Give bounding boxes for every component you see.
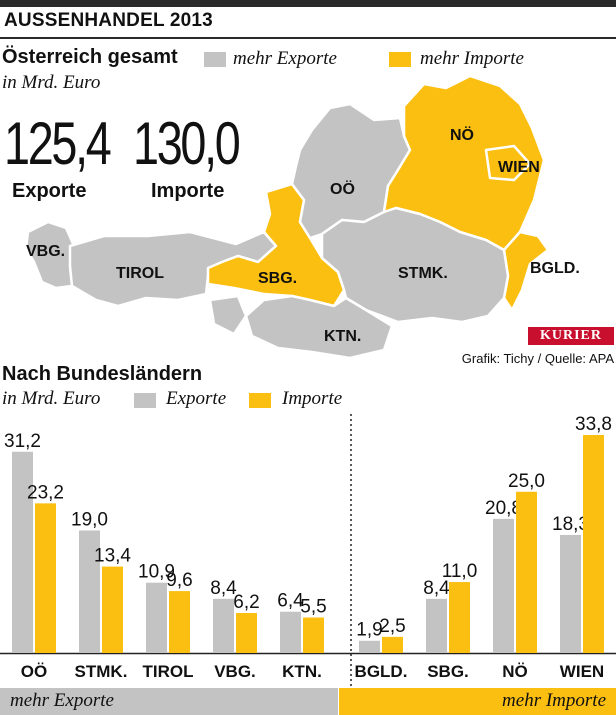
- page-title: AUSSENHANDEL 2013: [4, 10, 213, 31]
- states-unit: in Mrd. Euro: [2, 388, 101, 409]
- map-label-noe: NÖ: [450, 125, 474, 144]
- total-imports-value: 130,0: [133, 110, 241, 177]
- total-exports-value: 125,4: [4, 110, 112, 177]
- source-credit: Grafik: Tichy / Quelle: APA: [461, 351, 614, 366]
- data-label-exports: 20,8: [485, 498, 522, 519]
- total-exports-label: Exporte: [12, 180, 87, 202]
- bar-imports: [303, 617, 324, 653]
- legend-exports-label: mehr Exporte: [233, 48, 337, 69]
- category-label: STMK.: [75, 662, 128, 681]
- map-label-ktn: KTN.: [324, 328, 361, 345]
- total-imports-label: Importe: [151, 180, 225, 202]
- map-label-wien: WIEN: [498, 159, 540, 176]
- bar-exports: [213, 598, 234, 653]
- map-region-ktn: [244, 294, 394, 360]
- bar-exports: [12, 451, 33, 653]
- bar-imports: [516, 491, 537, 653]
- states-legend-imports-label: Importe: [282, 388, 343, 409]
- data-label-imports: 11,0: [442, 561, 478, 582]
- legend-imports-label: mehr Importe: [420, 48, 524, 69]
- category-label: KTN.: [282, 662, 322, 681]
- map-label-tirol: TIROL: [116, 265, 164, 282]
- category-label: BGLD.: [355, 662, 408, 681]
- category-label: TIROL: [143, 662, 194, 681]
- category-label: SBG.: [427, 662, 469, 681]
- overview-title: Österreich gesamt: [2, 46, 178, 68]
- bar-imports: [583, 434, 604, 653]
- map-region-wien: [484, 144, 532, 182]
- data-label-exports: 31,2: [4, 431, 41, 452]
- data-label-imports: 9,6: [166, 570, 192, 591]
- legend-exports-swatch: [204, 52, 226, 67]
- top-bar: [0, 0, 616, 7]
- bar-exports: [493, 518, 514, 653]
- bar-exports: [426, 598, 447, 653]
- data-label-imports: 33,8: [575, 414, 612, 435]
- austria-map: VBG. TIROL SBG. OÖ STMK. KTN. NÖ WIEN BG…: [24, 74, 580, 360]
- footer-exports-label: mehr Exporte: [10, 690, 114, 711]
- map-label-stmk: STMK.: [398, 265, 448, 282]
- bar-exports: [560, 534, 581, 653]
- data-label-imports: 23,2: [27, 482, 64, 503]
- category-label: VBG.: [214, 662, 256, 681]
- bar-exports: [359, 640, 380, 653]
- data-label-imports: 2,5: [379, 616, 405, 637]
- category-label: OÖ: [21, 662, 47, 681]
- map-label-ooe: OÖ: [330, 179, 355, 198]
- data-label-exports: 1,9: [356, 620, 382, 641]
- data-label-imports: 6,2: [233, 592, 259, 613]
- states-legend-imports-swatch: [249, 393, 271, 408]
- map-region-tirol-east: [208, 294, 248, 336]
- states-legend-exports-swatch: [134, 393, 156, 408]
- bar-imports: [102, 566, 123, 653]
- bar-imports: [449, 582, 470, 653]
- data-label-exports: 8,4: [210, 578, 237, 599]
- bar-exports: [146, 582, 167, 653]
- bar-exports: [280, 611, 301, 653]
- legend-imports-swatch: [389, 52, 411, 67]
- data-label-exports: 8,4: [423, 578, 450, 599]
- states-title: Nach Bundesländern: [2, 363, 203, 385]
- category-label: WIEN: [560, 662, 604, 681]
- data-label-imports: 25,0: [508, 471, 545, 492]
- bar-imports: [382, 636, 403, 653]
- data-label-exports: 19,0: [71, 509, 108, 530]
- bar-imports: [169, 591, 190, 653]
- footer-exports-band: [0, 688, 338, 715]
- data-label-exports: 6,4: [277, 591, 304, 612]
- map-label-sbg: SBG.: [258, 270, 297, 287]
- map-label-bgld: BGLD.: [530, 260, 580, 277]
- states-legend-exports-label: Exporte: [166, 388, 227, 409]
- data-label-exports: 18,3: [552, 514, 589, 535]
- title-rule: [0, 37, 616, 39]
- states-bar-chart: 31,223,2OÖ19,013,4STMK.10,99,6TIROL8,46,…: [0, 414, 616, 686]
- footer-imports-band: [339, 688, 616, 715]
- map-label-vbg: VBG.: [26, 243, 65, 260]
- data-label-imports: 5,5: [300, 597, 326, 618]
- bar-imports: [236, 613, 257, 653]
- data-label-imports: 13,4: [94, 546, 131, 567]
- category-label: NÖ: [502, 662, 528, 681]
- bar-exports: [79, 530, 100, 653]
- overview-unit: in Mrd. Euro: [2, 72, 101, 93]
- bar-imports: [35, 503, 56, 653]
- map-region-stmk: [320, 206, 510, 324]
- footer-imports-label: mehr Importe: [502, 690, 606, 711]
- kurier-logo: KURIER: [528, 327, 614, 345]
- data-label-exports: 10,9: [138, 562, 175, 583]
